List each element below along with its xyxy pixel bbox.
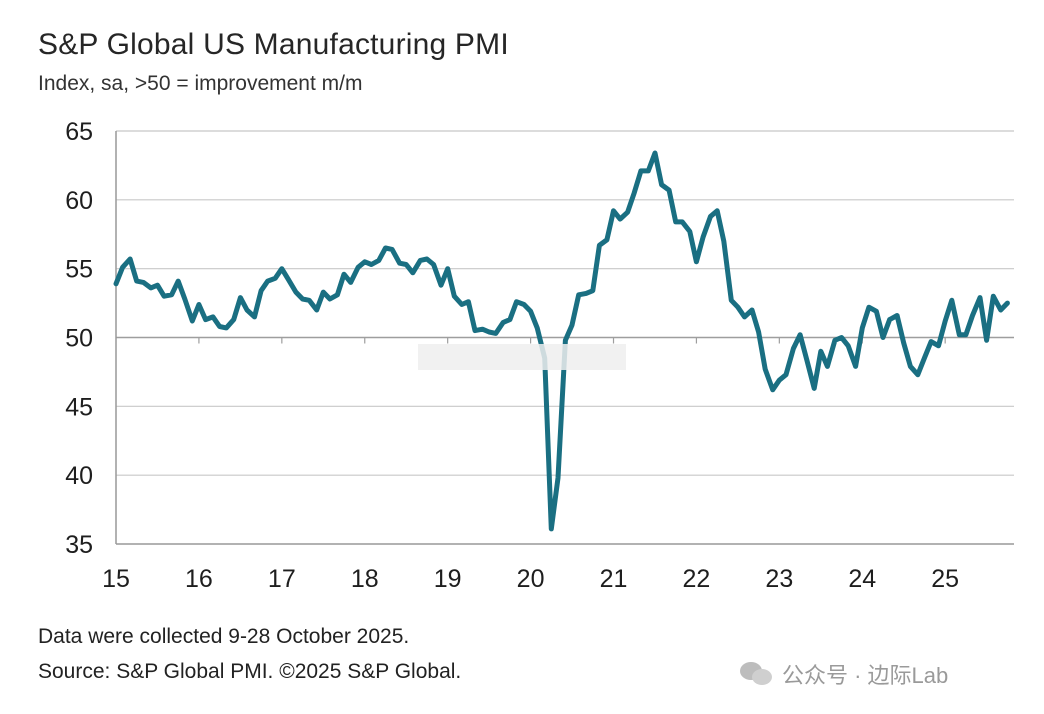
x-tick-label: 23	[765, 565, 793, 593]
gridlines	[116, 130, 1014, 476]
source-note: Source: S&P Global PMI. ©2025 S&P Global…	[38, 660, 462, 683]
series-layer	[113, 150, 1010, 532]
y-tick-label: 60	[65, 187, 93, 215]
watermark: 公众号 · 边际Lab	[740, 658, 948, 690]
x-tick-label: 15	[102, 565, 130, 593]
x-tick-label: 24	[848, 565, 876, 593]
x-tick-label: 25	[931, 565, 959, 593]
chart-subtitle: Index, sa, >50 = improvement m/m	[38, 72, 363, 95]
y-axis: 35 40 45 50 55 60 65	[65, 118, 117, 559]
x-tick-label: 21	[600, 565, 628, 593]
x-tick-label: 19	[434, 565, 462, 593]
x-axis: 15 16 17 18 19 20 21 22 23 24 25	[102, 543, 1014, 593]
data-collection-note: Data were collected 9-28 October 2025.	[38, 625, 410, 648]
watermark-text: 公众号 · 边际Lab	[782, 663, 949, 688]
chart-title: S&P Global US Manufacturing PMI	[38, 28, 509, 61]
y-tick-label: 65	[65, 118, 93, 146]
y-tick-label: 50	[65, 325, 93, 353]
wechat-icon	[740, 660, 774, 688]
x-tick-label: 18	[351, 565, 379, 593]
y-tick-label: 35	[65, 531, 93, 559]
x-tick-label: 20	[517, 565, 545, 593]
x-tick-label: 16	[185, 565, 213, 593]
x-tick-label: 17	[268, 565, 296, 593]
y-tick-label: 40	[65, 462, 93, 490]
y-tick-label: 55	[65, 256, 93, 284]
y-tick-label: 45	[65, 393, 93, 421]
series-line	[113, 150, 1010, 532]
x-tick-label: 22	[683, 565, 711, 593]
redaction-box	[418, 344, 626, 370]
